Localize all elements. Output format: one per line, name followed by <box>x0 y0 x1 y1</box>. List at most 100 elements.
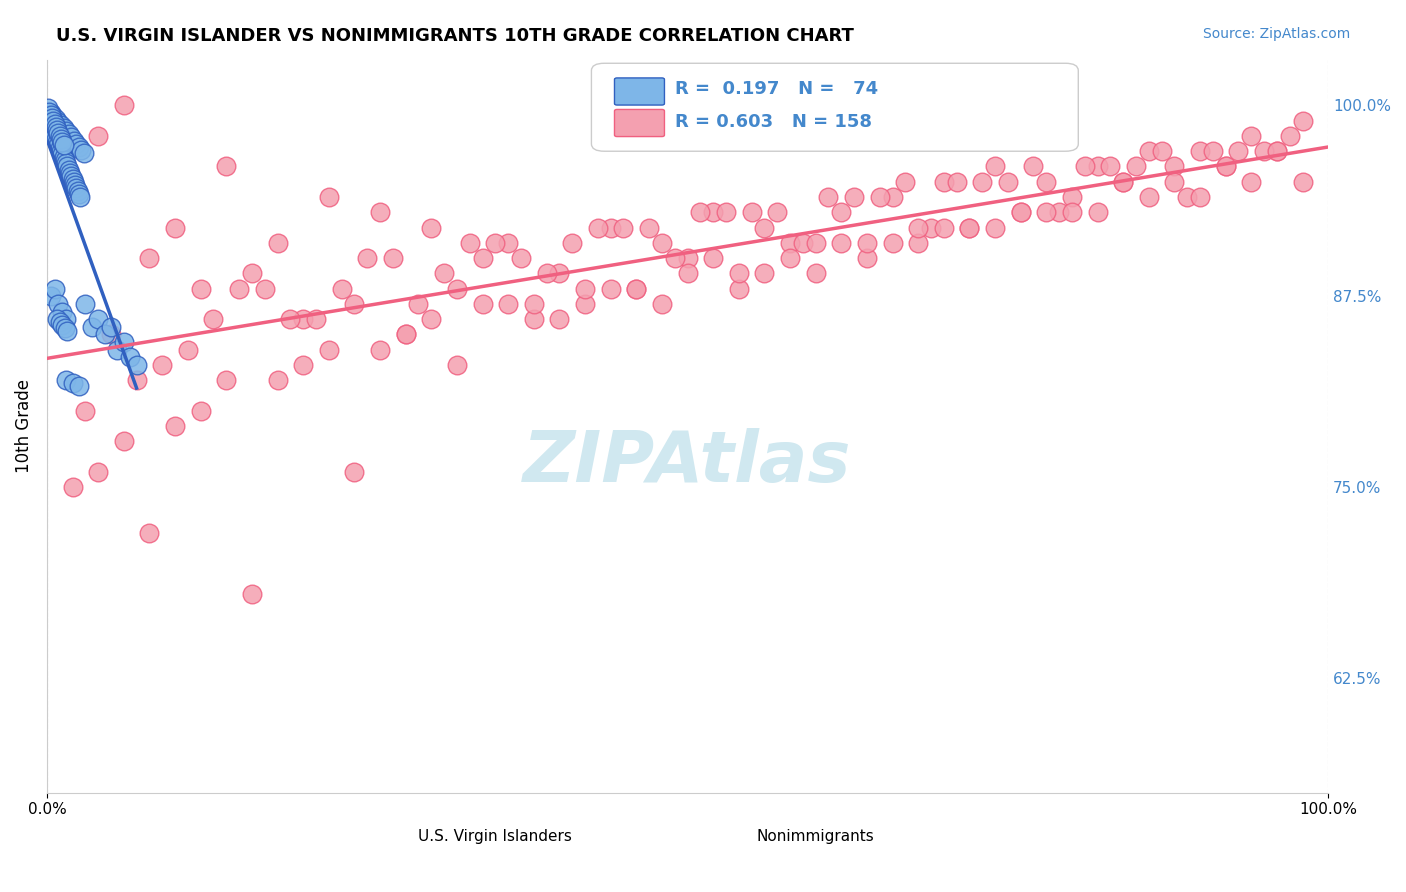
Point <box>62 171 84 186</box>
Point <box>1137 190 1160 204</box>
Point <box>766 205 789 219</box>
Point <box>67 186 90 201</box>
Point <box>638 220 661 235</box>
Point <box>52 138 75 153</box>
Text: U.S. Virgin Islanders: U.S. Virgin Islanders <box>419 829 572 844</box>
Point <box>702 251 724 265</box>
Point <box>70 143 93 157</box>
Point <box>651 235 673 250</box>
Point <box>1215 160 1237 174</box>
Point <box>87 465 110 479</box>
Point <box>1188 145 1211 159</box>
Point <box>664 251 686 265</box>
Point <box>510 251 533 265</box>
Point <box>997 175 1019 189</box>
Point <box>58 162 80 177</box>
Point <box>420 220 443 235</box>
Point <box>856 251 879 265</box>
Point <box>433 266 456 280</box>
Point <box>202 312 225 326</box>
Point <box>100 327 122 342</box>
Point <box>44 117 66 131</box>
Point <box>420 312 443 326</box>
Point <box>215 373 238 387</box>
Point <box>792 235 814 250</box>
Point <box>41 111 63 125</box>
Point <box>882 235 904 250</box>
Point <box>48 128 70 143</box>
Point <box>676 266 699 280</box>
Point <box>676 251 699 265</box>
Point <box>356 251 378 265</box>
Point <box>1215 160 1237 174</box>
Point <box>60 169 83 183</box>
Point <box>51 135 73 149</box>
Point <box>59 166 82 180</box>
Point <box>60 130 83 145</box>
Point <box>907 235 929 250</box>
Point <box>63 178 86 192</box>
Point <box>1265 145 1288 159</box>
Point <box>894 175 917 189</box>
Point <box>957 220 980 235</box>
Point <box>856 235 879 250</box>
Point <box>67 379 90 393</box>
Point <box>1060 205 1083 219</box>
Point <box>1073 160 1095 174</box>
Point <box>215 160 238 174</box>
Point <box>523 312 546 326</box>
Point <box>330 282 353 296</box>
Point <box>471 251 494 265</box>
Point <box>714 205 737 219</box>
Point <box>496 297 519 311</box>
Text: R = 0.603   N = 158: R = 0.603 N = 158 <box>675 113 872 131</box>
Point <box>138 526 160 541</box>
Point <box>1253 145 1275 159</box>
Point <box>817 190 839 204</box>
Point <box>42 126 65 140</box>
Point <box>253 282 276 296</box>
FancyBboxPatch shape <box>614 78 665 105</box>
Point <box>536 266 558 280</box>
Point <box>368 343 391 357</box>
Point <box>51 318 73 333</box>
Point <box>1291 113 1313 128</box>
Point <box>1227 145 1250 159</box>
Point <box>741 205 763 219</box>
Point <box>1240 175 1263 189</box>
Point <box>48 126 70 140</box>
Point <box>408 297 430 311</box>
Point <box>55 312 77 326</box>
Point <box>53 153 76 168</box>
Point <box>458 235 481 250</box>
Point <box>972 175 994 189</box>
Point <box>368 205 391 219</box>
Point <box>754 266 776 280</box>
Point <box>1137 145 1160 159</box>
Point <box>984 220 1007 235</box>
Point <box>1291 175 1313 189</box>
Point <box>58 128 80 142</box>
Point <box>561 235 583 250</box>
Point <box>112 434 135 449</box>
Point <box>51 304 73 318</box>
Point <box>52 121 75 136</box>
Point <box>42 109 65 123</box>
Point <box>779 235 801 250</box>
Point <box>318 343 340 357</box>
Point <box>651 297 673 311</box>
Point <box>548 312 571 326</box>
Point <box>41 121 63 136</box>
Point <box>39 107 62 121</box>
Point <box>46 123 69 137</box>
Point <box>48 297 70 311</box>
Point <box>105 343 128 357</box>
Point <box>62 175 84 189</box>
Point <box>62 175 84 189</box>
Text: ZIPAtlas: ZIPAtlas <box>523 428 852 497</box>
Point <box>626 282 648 296</box>
Point <box>39 106 62 120</box>
Point <box>612 220 634 235</box>
Point <box>62 480 84 494</box>
Point <box>599 220 621 235</box>
